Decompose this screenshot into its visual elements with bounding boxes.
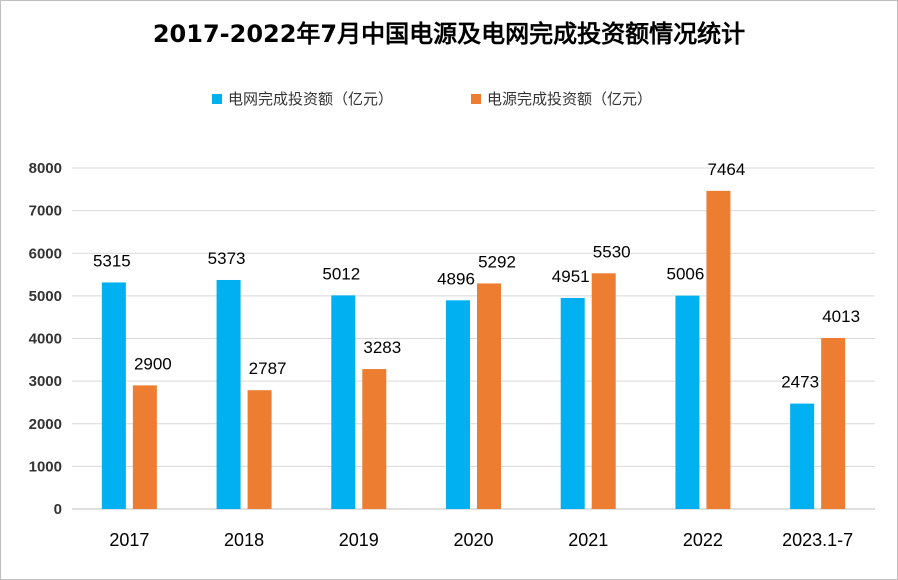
bar-power-2019 [362, 369, 387, 509]
data-label: 5373 [208, 249, 246, 268]
data-label: 4951 [552, 267, 590, 286]
y-tick-label: 3000 [29, 373, 62, 390]
bar-grid-2017 [101, 282, 126, 509]
x-axis-categories: 2017 2018 2019 2020 2021 2022 2023.1-7 [109, 530, 853, 550]
legend-swatch [212, 94, 222, 104]
legend-label: 电源完成投资额（亿元） [487, 90, 652, 108]
y-tick-label: 6000 [29, 245, 62, 262]
data-label: 2900 [134, 354, 172, 373]
bar-grid-2020 [446, 300, 470, 509]
bar-power-2023.1-7 [821, 337, 846, 509]
data-label: 4013 [822, 307, 860, 326]
bar-grid-2021 [560, 297, 585, 509]
data-label: 5315 [93, 251, 131, 270]
x-category-label: 2023.1-7 [782, 530, 853, 550]
bars [101, 190, 846, 510]
bar-grid-2019 [331, 295, 356, 509]
legend-swatch [471, 94, 481, 104]
y-tick-label: 8000 [29, 160, 62, 177]
bar-power-2021 [591, 273, 616, 509]
gridlines [72, 167, 875, 510]
y-tick-label: 1000 [29, 458, 62, 475]
data-label: 7464 [708, 160, 746, 179]
y-axis-ticks: 0 1000 2000 3000 4000 5000 6000 7000 8000 [29, 160, 62, 518]
data-label: 5530 [593, 242, 631, 261]
data-label: 2787 [249, 359, 287, 378]
y-tick-label: 5000 [29, 288, 62, 305]
y-tick-label: 0 [54, 501, 62, 518]
y-tick-label: 7000 [29, 203, 62, 220]
bar-power-2017 [132, 385, 157, 509]
data-label: 5012 [322, 264, 360, 283]
bar-power-2022 [706, 190, 731, 510]
bar-grid-2018 [216, 279, 241, 509]
y-tick-label: 2000 [29, 416, 62, 433]
legend: 电网完成投资额（亿元） 电源完成投资额（亿元） [212, 90, 652, 108]
bar-grid-2023.1-7 [790, 403, 815, 509]
x-category-label: 2019 [339, 530, 379, 550]
data-label: 2473 [781, 373, 819, 392]
x-category-label: 2021 [568, 530, 608, 550]
data-label: 5292 [478, 252, 516, 271]
x-category-label: 2020 [453, 530, 493, 550]
data-label: 5006 [667, 265, 705, 284]
legend-label: 电网完成投资额（亿元） [228, 90, 393, 108]
x-category-label: 2017 [109, 530, 149, 550]
data-label: 4896 [437, 269, 475, 288]
data-label: 3283 [363, 338, 401, 357]
bar-power-2018 [247, 390, 272, 509]
bar-power-2020 [477, 283, 501, 509]
y-tick-label: 4000 [29, 331, 62, 348]
chart-title: 2017-2022年7月中国电源及电网完成投资额情况统计 [152, 20, 746, 48]
x-category-label: 2022 [683, 530, 723, 550]
bar-grid-2022 [675, 295, 700, 509]
x-category-label: 2018 [224, 530, 264, 550]
